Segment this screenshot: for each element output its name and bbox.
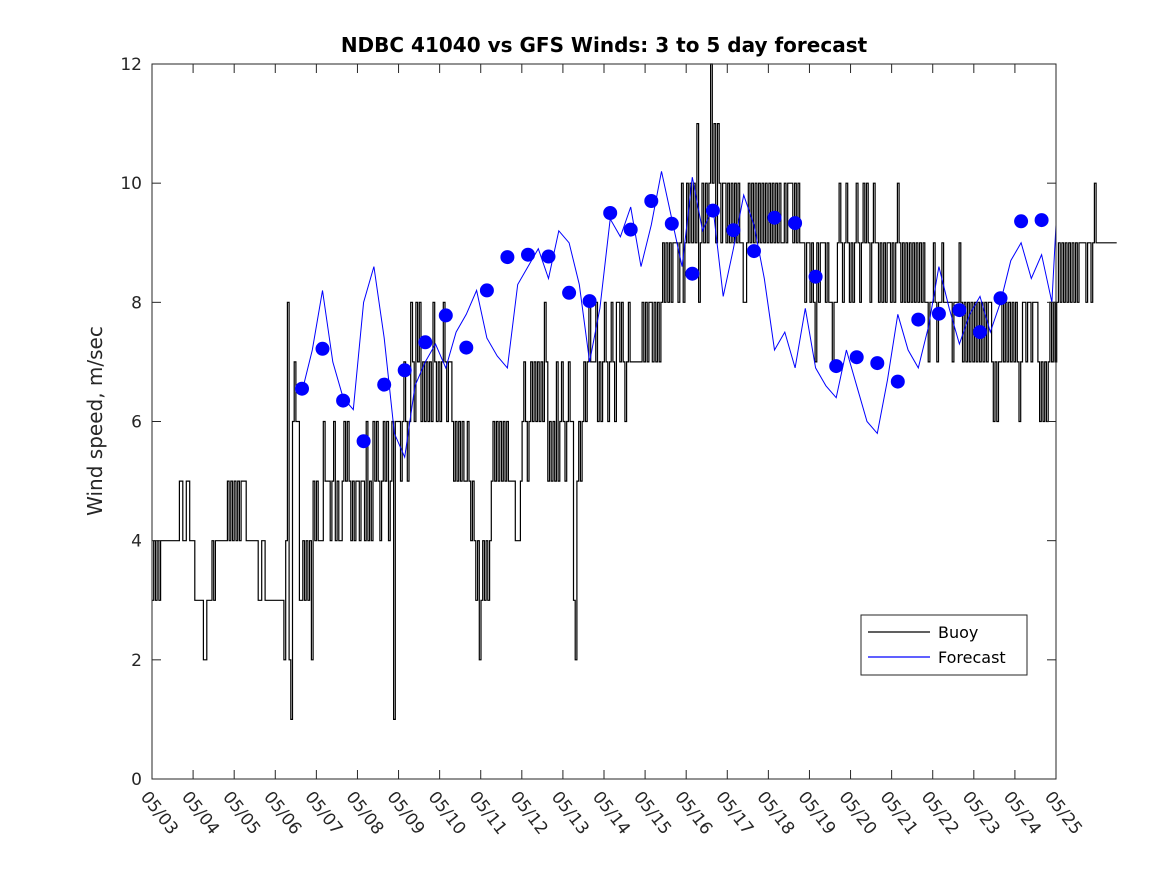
forecast-marker <box>603 206 618 220</box>
forecast-marker <box>808 269 823 284</box>
forecast-marker <box>911 312 926 327</box>
forecast-marker <box>1014 214 1029 229</box>
series-line-buoy <box>152 63 1117 720</box>
forecast-marker <box>931 306 946 321</box>
series-line-forecast <box>301 171 1057 460</box>
forecast-marker <box>582 294 597 309</box>
forecast-marker <box>500 250 515 265</box>
y-tick-label: 2 <box>131 651 142 671</box>
forecast-marker <box>623 222 638 237</box>
forecast-marker <box>726 223 741 238</box>
forecast-marker <box>521 247 535 262</box>
forecast-marker <box>664 216 679 231</box>
forecast-marker <box>767 210 782 225</box>
forecast-marker <box>747 244 761 259</box>
forecast-marker <box>541 249 556 264</box>
forecast-marker <box>788 216 803 231</box>
y-tick-label: 8 <box>131 293 142 313</box>
forecast-marker <box>479 283 494 298</box>
forecast-marker <box>418 335 433 350</box>
y-tick-label: 12 <box>120 55 142 75</box>
legend-box <box>860 614 1028 676</box>
y-axis-label: Wind speed, m/sec <box>83 326 107 516</box>
forecast-marker <box>849 350 864 365</box>
forecast-marker <box>952 303 967 318</box>
y-tick-label: 4 <box>131 532 142 552</box>
y-tick-label: 10 <box>120 174 142 194</box>
forecast-marker <box>973 325 987 340</box>
forecast-marker <box>377 377 392 392</box>
forecast-marker <box>1034 213 1049 228</box>
forecast-marker <box>356 434 371 449</box>
chart-title: NDBC 41040 vs GFS Winds: 3 to 5 day fore… <box>341 33 868 57</box>
forecast-marker <box>438 308 453 323</box>
forecast-marker <box>295 381 309 396</box>
forecast-marker <box>336 393 351 408</box>
forecast-marker <box>870 356 885 371</box>
forecast-marker <box>829 359 844 374</box>
y-tick-label: 6 <box>131 413 142 433</box>
forecast-marker <box>459 340 474 355</box>
forecast-marker <box>644 194 659 208</box>
forecast-marker <box>397 363 412 378</box>
legend: Buoy Forecast <box>860 614 1028 676</box>
forecast-marker <box>993 291 1008 306</box>
legend-label-forecast: Forecast <box>938 648 1006 667</box>
plot-area: 02468101205/0305/0405/0505/0605/0705/080… <box>120 55 1117 839</box>
forecast-marker <box>890 374 905 389</box>
forecast-marker <box>315 341 330 356</box>
legend-label-buoy: Buoy <box>938 623 978 642</box>
forecast-marker <box>685 266 700 281</box>
forecast-marker <box>705 203 720 218</box>
y-tick-label: 0 <box>131 770 142 790</box>
forecast-marker <box>562 285 577 300</box>
